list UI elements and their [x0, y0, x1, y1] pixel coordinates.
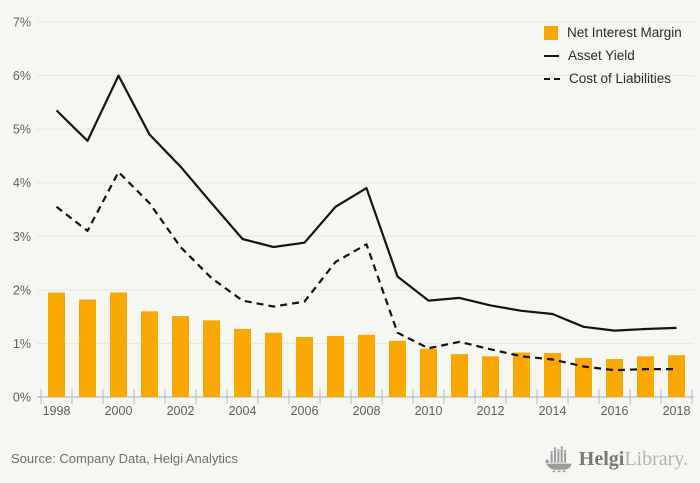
- svg-text:1%: 1%: [13, 337, 31, 351]
- line-asset-yield: [55, 74, 677, 332]
- bar-2000: [110, 292, 127, 397]
- svg-text:4%: 4%: [13, 176, 31, 190]
- line-cost-of-liabilities: [55, 170, 677, 372]
- bar-2009: [389, 340, 406, 397]
- svg-text:2%: 2%: [13, 283, 31, 297]
- legend-item-net-interest-margin: Net Interest Margin: [544, 24, 682, 41]
- svg-text:2004: 2004: [229, 404, 257, 418]
- viking-ship-icon: [545, 446, 572, 473]
- svg-text:2006: 2006: [291, 404, 319, 418]
- legend-label: Net Interest Margin: [567, 25, 682, 40]
- solid-line-swatch-icon: [544, 54, 559, 57]
- logo-text: HelgiLibrary.: [579, 449, 688, 469]
- bar-2004: [234, 328, 251, 397]
- svg-text:1998: 1998: [43, 404, 71, 418]
- bar-1999: [79, 299, 96, 397]
- svg-text:7%: 7%: [13, 16, 31, 30]
- bar-2011: [451, 354, 468, 397]
- bar-1998: [48, 292, 65, 397]
- svg-text:5%: 5%: [13, 123, 31, 137]
- bar-2006: [296, 337, 313, 397]
- svg-text:6%: 6%: [13, 69, 31, 83]
- bar-2010: [420, 348, 437, 397]
- svg-text:2018: 2018: [663, 404, 691, 418]
- footer: Source: Company Data, Helgi Analytics: [0, 435, 700, 483]
- bar-swatch-icon: [544, 25, 558, 40]
- legend-item-cost-of-liabilities: Cost of Liabilities: [544, 70, 682, 87]
- legend-label: Cost of Liabilities: [569, 71, 672, 86]
- legend-label: Asset Yield: [568, 48, 635, 63]
- chart-area: 0% 1% 2% 3% 4% 5% 6% 7% 1998 2000 2002 2004 2006 2008…: [13, 16, 694, 418]
- helgi-library-logo: HelgiLibrary.: [544, 445, 688, 473]
- svg-text:2008: 2008: [353, 404, 381, 418]
- bar-2001: [141, 311, 158, 397]
- bar-2015: [575, 357, 592, 397]
- bar-2003: [203, 320, 220, 397]
- svg-text:2010: 2010: [415, 404, 443, 418]
- logo-text-bold: Helgi: [578, 448, 625, 470]
- svg-text:2016: 2016: [601, 404, 629, 418]
- bar-2016: [606, 358, 623, 397]
- svg-text:2014: 2014: [539, 404, 567, 418]
- bar-2013: [513, 352, 530, 397]
- logo-text-light: Library.: [624, 448, 688, 470]
- bar-2007: [327, 335, 344, 397]
- chart-legend: Net Interest Margin Asset Yield Cost of …: [544, 24, 682, 87]
- svg-text:0%: 0%: [13, 391, 31, 405]
- bar-2018: [668, 355, 685, 397]
- chart-canvas: 0% 1% 2% 3% 4% 5% 6% 7% 1998 2000 2002 2004 2006 2008…: [13, 16, 694, 418]
- svg-text:2012: 2012: [477, 404, 505, 418]
- bar-2012: [482, 356, 499, 397]
- dashed-line-swatch-icon: [544, 77, 560, 80]
- source-note: Source: Company Data, Helgi Analytics: [11, 451, 238, 466]
- legend-item-asset-yield: Asset Yield: [544, 47, 682, 64]
- svg-text:2002: 2002: [167, 404, 195, 418]
- bar-2008: [358, 334, 375, 397]
- bar-2002: [172, 316, 189, 397]
- svg-text:2000: 2000: [105, 404, 133, 418]
- bar-2017: [637, 356, 654, 397]
- bar-2014: [544, 353, 561, 397]
- bar-2005: [265, 332, 282, 397]
- svg-text:3%: 3%: [13, 230, 31, 244]
